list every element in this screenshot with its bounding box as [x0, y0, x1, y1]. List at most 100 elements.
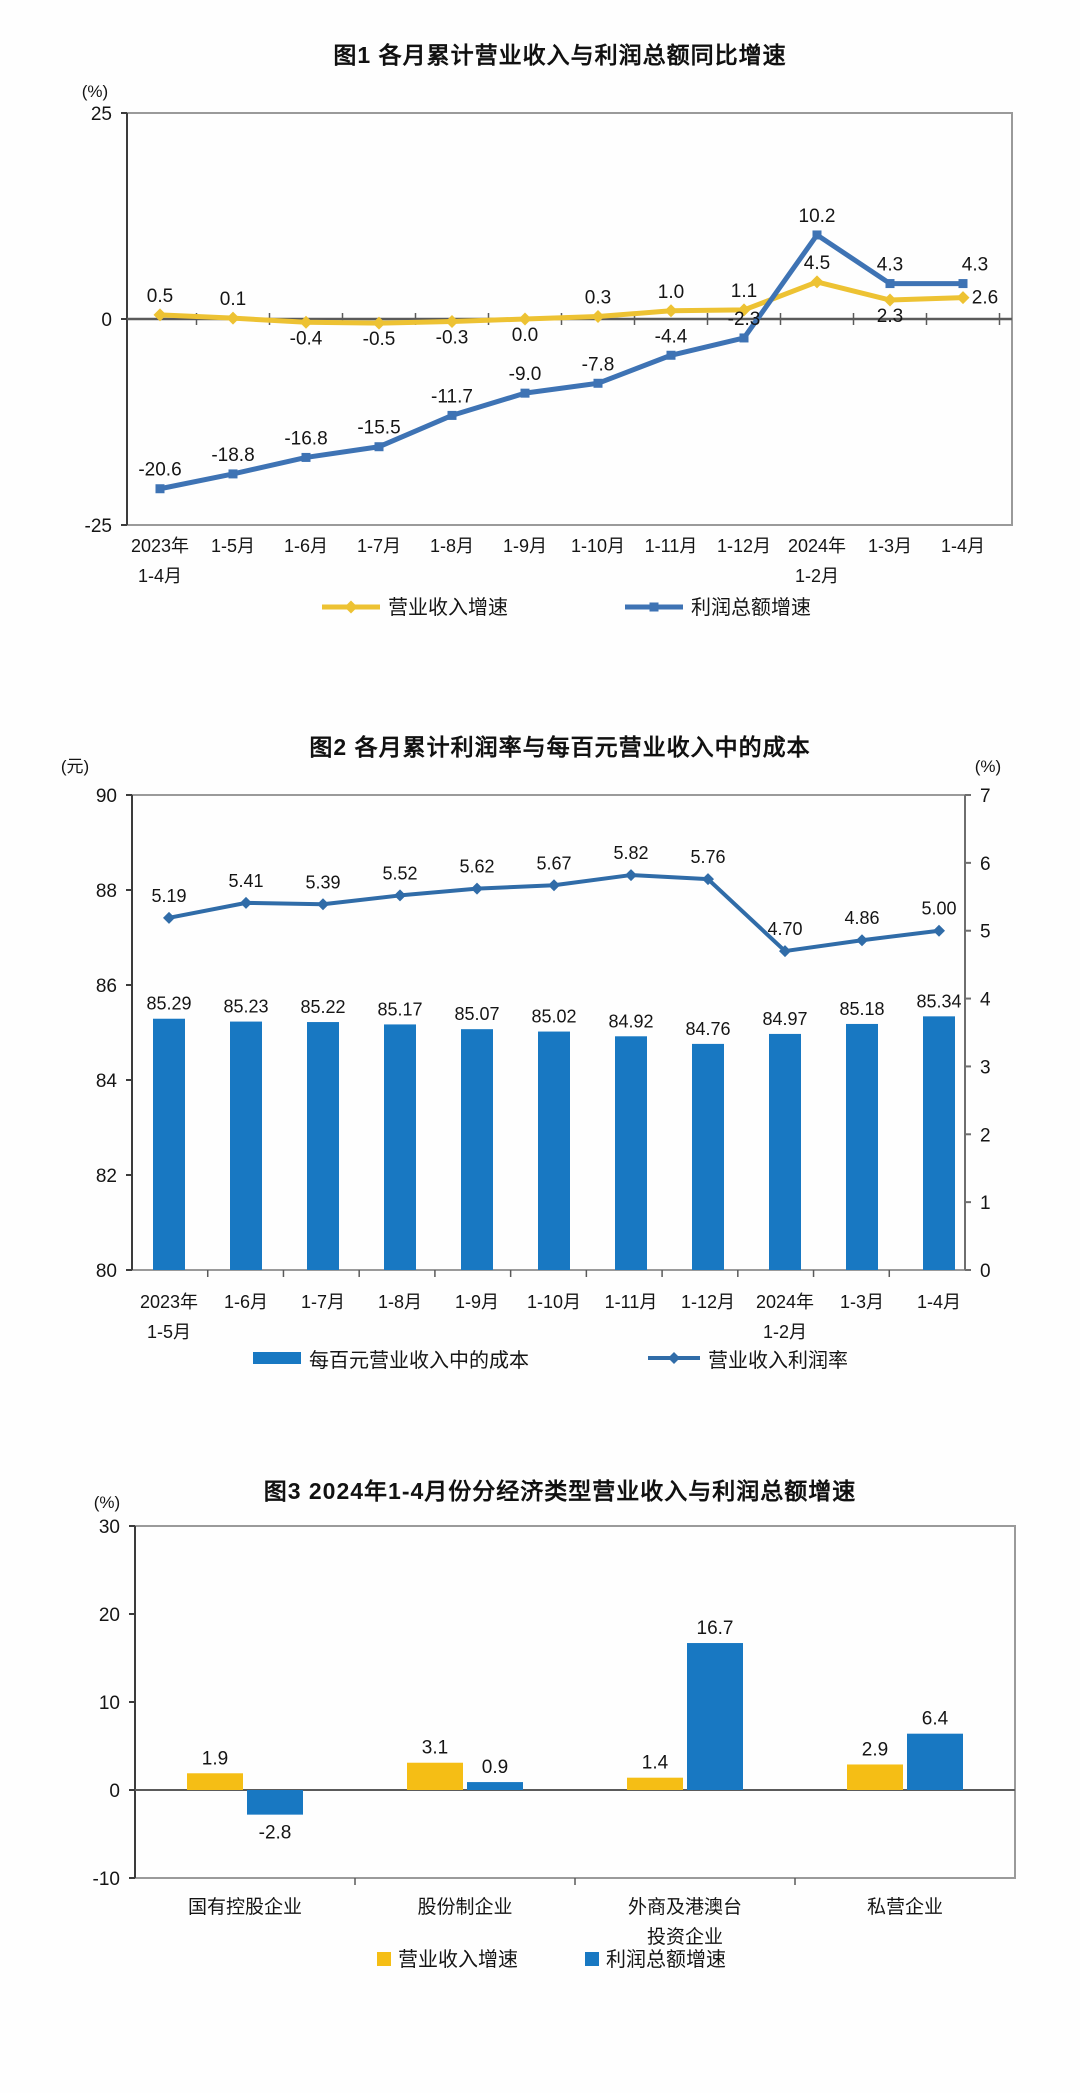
marker-diamond — [933, 924, 945, 937]
data-label: 5.00 — [921, 899, 956, 919]
y-tick-label: 30 — [99, 1517, 120, 1538]
marker-diamond — [445, 314, 459, 328]
marker-square — [301, 452, 311, 462]
cost-bar — [230, 1021, 262, 1270]
data-label: 2.3 — [877, 306, 903, 327]
marker-diamond — [856, 934, 868, 947]
marker-square — [520, 388, 530, 398]
x-tick-label: 1-4月 — [917, 1292, 961, 1312]
x-tick-label: 1-9月 — [455, 1292, 499, 1312]
data-label: 1.4 — [642, 1753, 669, 1774]
data-label: 2.9 — [862, 1739, 888, 1760]
marker-diamond — [779, 945, 791, 958]
y-tick-label: 3 — [980, 1057, 991, 1078]
y-tick-label: 5 — [980, 922, 991, 943]
legend-label: 营业收入增速 — [388, 596, 508, 619]
marker-square — [649, 602, 659, 612]
axis-unit-left: (%) — [82, 82, 108, 101]
data-label: 3.1 — [422, 1738, 448, 1759]
data-label: 0.9 — [482, 1757, 508, 1778]
data-label: 4.3 — [962, 255, 988, 276]
data-label: -0.4 — [290, 328, 323, 349]
y-tick-label: -25 — [85, 516, 112, 537]
y-tick-label: 84 — [96, 1071, 118, 1092]
chart-2-plot: (元) (%) 90 88 86 84 82 80 7 6 5 4 3 2 1 0 2023年 1-5月 1-6月 1… — [61, 757, 1001, 1342]
legend-label: 每百元营业收入中的成本 — [309, 1349, 529, 1372]
data-label: 5.52 — [382, 863, 417, 883]
x-tick-label: 1-9月 — [503, 536, 547, 556]
data-label: 5.41 — [228, 871, 263, 891]
data-label: -15.5 — [357, 418, 400, 439]
data-label: 0.1 — [220, 289, 246, 310]
marker-diamond — [591, 310, 605, 324]
data-label: 85.17 — [377, 999, 422, 1019]
x-tick-label: 1-7月 — [301, 1292, 345, 1312]
data-label: 85.23 — [223, 997, 268, 1017]
growth-bar — [407, 1762, 463, 1790]
legend-label: 利润总额增速 — [691, 596, 811, 619]
marker-square — [958, 279, 968, 289]
y-tick-label: 4 — [980, 990, 991, 1011]
cost-bar — [923, 1016, 955, 1270]
data-label: 5.67 — [536, 853, 571, 873]
chart-2-canvas: (元) (%) 90 88 86 84 82 80 7 6 5 4 3 2 1 0 2023年 1-5月 1-6月 1… — [61, 757, 1001, 1372]
series-cost-bars: 85.29 85.23 85.22 85.17 85.07 85.02 84.92 84.76… — [146, 991, 962, 1270]
x-tick-label: 1-2月 — [763, 1322, 807, 1342]
y-tick-label: 20 — [99, 1605, 120, 1626]
marker-diamond — [883, 293, 897, 307]
marker-diamond — [317, 898, 329, 911]
data-label: 5.82 — [613, 843, 648, 863]
growth-bar — [247, 1790, 303, 1815]
chart-1-canvas: (%) 25 0 -25 2023年 1-4月 1-5月 1-6月 1-7月 1-8月 1-9月 1-… — [82, 82, 1013, 619]
x-tick-label: 1-11月 — [605, 1292, 658, 1312]
marker-diamond — [153, 308, 167, 322]
marker-square — [885, 279, 895, 289]
series-line — [157, 232, 966, 492]
growth-bar — [467, 1782, 523, 1790]
data-label: 16.7 — [697, 1618, 734, 1639]
x-tick-label: 国有控股企业 — [188, 1896, 302, 1918]
growth-bar — [627, 1777, 683, 1790]
data-label: 1.9 — [202, 1748, 228, 1769]
x-tick-label: 1-12月 — [681, 1292, 735, 1312]
axis-unit-left: (%) — [94, 1493, 120, 1512]
x-tick-label: 1-12月 — [717, 536, 771, 556]
marker-diamond — [702, 873, 714, 886]
y-tick-label: 1 — [980, 1193, 991, 1214]
x-tick-label: 1-3月 — [840, 1292, 884, 1312]
x-tick-label: 私营企业 — [867, 1896, 943, 1918]
x-tick-label: 1-5月 — [147, 1322, 191, 1342]
y-tick-label: 80 — [96, 1261, 117, 1282]
chart-2-legend: 每百元营业收入中的成本 营业收入利润率 — [253, 1349, 848, 1372]
marker-square — [228, 469, 238, 479]
data-label: 5.62 — [459, 857, 494, 877]
cost-bar — [307, 1022, 339, 1270]
axis-unit-left: (元) — [61, 757, 89, 776]
series-revenue-growth: 0.5 0.1 -0.4 -0.5 -0.3 0.0 0.3 1.0 1.1 4.5 2.3 2.6 — [147, 253, 998, 350]
series-profit-rate-line: 5.19 5.41 5.39 5.52 5.62 5.67 5.82 5.76 4.70 4.86… — [151, 843, 957, 958]
data-label: 4.86 — [844, 908, 879, 928]
data-label: 1.0 — [658, 282, 684, 303]
data-label: 1.1 — [731, 281, 757, 302]
legend-swatch-square — [585, 1952, 599, 1966]
data-label: -11.7 — [431, 386, 473, 407]
data-label: -0.5 — [363, 329, 396, 350]
marker-square — [374, 442, 384, 452]
data-label: 85.22 — [300, 997, 345, 1017]
y-tick-label: 10 — [99, 1693, 120, 1714]
marker-diamond — [240, 896, 252, 909]
data-label: 5.76 — [690, 847, 725, 867]
data-label: 0.5 — [147, 286, 173, 307]
marker-square — [666, 350, 676, 360]
x-tick-label: 1-11月 — [645, 536, 698, 556]
data-label: -9.0 — [509, 364, 542, 385]
marker-diamond — [668, 1352, 680, 1364]
marker-diamond — [518, 312, 532, 326]
data-label: -2.8 — [259, 1823, 292, 1844]
x-tick-label: 2023年 — [140, 1292, 198, 1312]
cost-bar — [615, 1036, 647, 1270]
chart-3-title: 图3 2024年1-4月份分经济类型营业收入与利润总额增速 — [263, 1478, 857, 1504]
data-label: 85.34 — [916, 991, 961, 1011]
legend-swatch-bar — [253, 1352, 301, 1364]
